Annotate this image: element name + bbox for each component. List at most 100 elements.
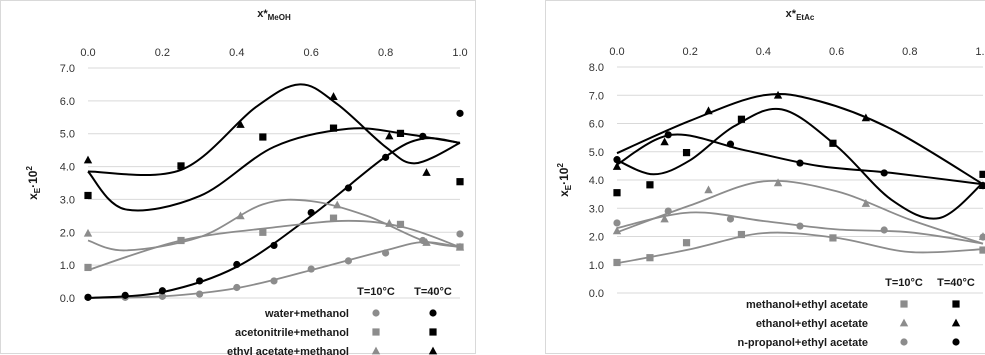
data-point-ethanol-ethyl-acetate-t40 bbox=[704, 106, 713, 115]
data-point-water-methanol-t10 bbox=[344, 257, 352, 265]
series-water-methanol bbox=[84, 109, 464, 301]
legend-marker-t40 bbox=[952, 300, 960, 308]
legend-marker-t10 bbox=[371, 346, 381, 355]
x-tick-label: 0.8 bbox=[902, 46, 917, 58]
data-point-water-methanol-t10 bbox=[382, 249, 390, 257]
legend-marker-t10 bbox=[899, 318, 909, 327]
data-point-n-propanol-ethyl-acetate-t40 bbox=[726, 140, 735, 148]
fit-curve-ethyl-acetate-methanol-t40 bbox=[87, 83, 461, 176]
data-point-water-methanol-t10 bbox=[270, 277, 278, 285]
data-point-methanol-ethyl-acetate-t40 bbox=[613, 189, 621, 197]
series-ethyl-acetate-methanol bbox=[83, 83, 465, 252]
data-point-water-methanol-t10 bbox=[307, 265, 315, 273]
x-tick-label: 0.0 bbox=[609, 46, 624, 58]
data-point-acetonitrile-methanol-t40 bbox=[84, 191, 92, 200]
data-point-ethanol-ethyl-acetate-t10 bbox=[861, 199, 871, 207]
data-point-ethyl-acetate-methanol-t10 bbox=[385, 219, 394, 227]
data-point-methanol-ethyl-acetate-t40 bbox=[979, 170, 985, 178]
y-tick-label: 4.0 bbox=[60, 162, 75, 174]
legend-label: water+methanol bbox=[264, 308, 349, 320]
series-n-propanol-ethyl-acetate bbox=[613, 131, 985, 245]
legend: T=10°C T=40°C methanol+ethyl acetate ethano… bbox=[737, 277, 974, 349]
fit-curve-methanol-ethyl-acetate-t10 bbox=[616, 231, 984, 265]
data-point-n-propanol-ethyl-acetate-t10 bbox=[979, 233, 985, 241]
legend-marker-t40 bbox=[428, 346, 438, 355]
data-point-ethanol-ethyl-acetate-t40 bbox=[612, 162, 622, 170]
x-tick-label: 0.4 bbox=[756, 46, 771, 58]
y-tick-label: 4.0 bbox=[589, 175, 604, 187]
legend: T=10°C T=40°C water+methanol acetonitrile+m… bbox=[227, 286, 452, 355]
fit-curve-ethanol-ethyl-acetate-t40 bbox=[616, 92, 984, 186]
data-point-ethyl-acetate-methanol-t10 bbox=[333, 200, 342, 209]
data-point-acetonitrile-methanol-t10 bbox=[177, 236, 185, 245]
legend-label: ethanol+ethyl acetate bbox=[756, 318, 868, 330]
data-point-n-propanol-ethyl-acetate-t10 bbox=[880, 226, 888, 234]
data-point-ethyl-acetate-methanol-t40 bbox=[236, 120, 245, 128]
data-point-methanol-ethyl-acetate-t10 bbox=[829, 234, 837, 242]
data-point-acetonitrile-methanol-t10 bbox=[396, 220, 405, 228]
data-point-ethyl-acetate-methanol-t40 bbox=[83, 155, 93, 164]
legend-header-t40: T=40°C bbox=[414, 286, 452, 298]
x-axis-title: x*EtAc bbox=[786, 8, 815, 22]
legend-marker-t40 bbox=[429, 309, 437, 317]
data-point-acetonitrile-methanol-t40 bbox=[259, 133, 267, 141]
y-tick-label: 6.0 bbox=[589, 119, 604, 131]
data-point-ethanol-ethyl-acetate-t40 bbox=[660, 137, 669, 146]
data-point-ethyl-acetate-methanol-t10 bbox=[455, 242, 465, 251]
data-point-ethyl-acetate-methanol-t40 bbox=[422, 168, 431, 176]
data-point-ethyl-acetate-methanol-t40 bbox=[385, 131, 394, 140]
data-point-ethanol-ethyl-acetate-t10 bbox=[660, 214, 669, 223]
data-point-acetonitrile-methanol-t10 bbox=[259, 228, 267, 236]
data-point-ethyl-acetate-methanol-t10 bbox=[422, 238, 431, 246]
legend-header-t10: T=10°C bbox=[885, 277, 923, 289]
data-point-water-methanol-t40 bbox=[158, 287, 166, 295]
data-point-methanol-ethyl-acetate-t40 bbox=[829, 139, 837, 147]
data-point-water-methanol-t10 bbox=[233, 283, 241, 292]
data-point-ethyl-acetate-methanol-t10 bbox=[83, 228, 93, 237]
y-tick-label: 2.0 bbox=[60, 227, 75, 239]
data-point-ethanol-ethyl-acetate-t40 bbox=[861, 113, 871, 122]
y-axis-title: xE·102 bbox=[556, 163, 573, 197]
fit-curve-acetonitrile-methanol-t40 bbox=[87, 127, 461, 212]
y-axis-title: xE·102 bbox=[25, 166, 42, 200]
fit-curve-n-propanol-ethyl-acetate-t40 bbox=[616, 133, 984, 186]
data-point-acetonitrile-methanol-t40 bbox=[396, 129, 405, 137]
chart-panel-methanol-mixtures: 0.0 1.0 2.0 3.0 4.0 5.0 6.0 7.0 0.0 0.2 0.4 0.6 0.8 1… bbox=[0, 0, 476, 355]
y-tick-label: 5.0 bbox=[589, 147, 604, 159]
data-point-n-propanol-ethyl-acetate-t10 bbox=[664, 207, 672, 215]
legend-marker-t10 bbox=[900, 300, 908, 308]
y-tick-label: 0.0 bbox=[589, 288, 604, 300]
data-point-water-methanol-t10 bbox=[456, 230, 464, 238]
data-point-n-propanol-ethyl-acetate-t40 bbox=[796, 159, 804, 167]
data-point-acetonitrile-methanol-t40 bbox=[456, 178, 464, 186]
y-tick-label: 1.0 bbox=[589, 260, 604, 272]
legend-marker-t10 bbox=[372, 309, 380, 317]
data-point-ethyl-acetate-methanol-t40 bbox=[329, 92, 338, 100]
data-point-water-methanol-t40 bbox=[456, 109, 464, 117]
x-axis-title: x*MeOH bbox=[257, 8, 291, 22]
data-point-n-propanol-ethyl-acetate-t40 bbox=[880, 169, 888, 177]
x-tick-label: 1.0 bbox=[452, 47, 467, 59]
x-tick-label: 0.2 bbox=[155, 47, 170, 59]
data-point-n-propanol-ethyl-acetate-t10 bbox=[613, 219, 621, 227]
y-tick-label: 3.0 bbox=[589, 203, 604, 215]
chart-methanol-mixtures: 0.0 1.0 2.0 3.0 4.0 5.0 6.0 7.0 0.0 0.2 0.4 0.6 0.8 1… bbox=[25, 8, 468, 355]
chart-panel-ethyl-acetate-mixtures: 0.0 1.0 2.0 3.0 4.0 5.0 6.0 7.0 8.0 0.0 0.2 0.4 0.6 0… bbox=[545, 0, 985, 354]
y-tick-label: 7.0 bbox=[589, 90, 604, 102]
series-ethanol-ethyl-acetate bbox=[612, 90, 985, 245]
x-tick-label: 0.4 bbox=[229, 47, 244, 59]
y-tick-label: 3.0 bbox=[60, 194, 75, 206]
data-point-n-propanol-ethyl-acetate-t40 bbox=[979, 182, 985, 190]
data-point-acetonitrile-methanol-t40 bbox=[177, 162, 185, 170]
fit-curve-methanol-ethyl-acetate-t40 bbox=[616, 107, 984, 220]
data-point-water-methanol-t40 bbox=[382, 153, 390, 161]
data-point-acetonitrile-methanol-t40 bbox=[329, 124, 338, 132]
x-tick-label: 0.0 bbox=[80, 47, 95, 59]
legend-label: methanol+ethyl acetate bbox=[746, 299, 868, 311]
legend-label: acetonitrile+methanol bbox=[235, 327, 349, 339]
data-point-ethanol-ethyl-acetate-t10 bbox=[773, 178, 783, 187]
data-point-water-methanol-t40 bbox=[307, 208, 315, 217]
chart-ethyl-acetate-mixtures: 0.0 1.0 2.0 3.0 4.0 5.0 6.0 7.0 8.0 0.0 0.2 0.4 0.6 0… bbox=[556, 8, 985, 349]
data-point-methanol-ethyl-acetate-t10 bbox=[979, 246, 985, 254]
legend-marker-t10 bbox=[372, 328, 380, 336]
